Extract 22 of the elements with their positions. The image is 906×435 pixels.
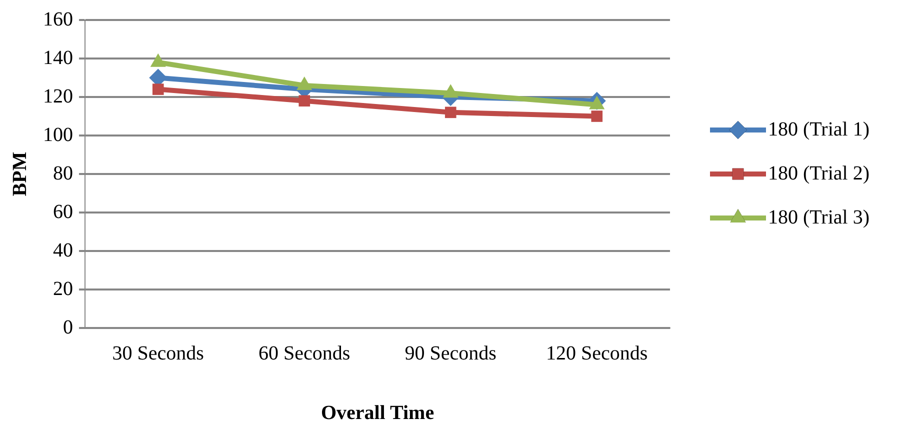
- legend-label: 180 (Trial 3): [768, 206, 870, 228]
- y-tick-label: 160: [43, 8, 73, 30]
- y-tick-label: 20: [53, 278, 73, 300]
- y-tick-label: 120: [43, 85, 73, 108]
- point: [591, 110, 603, 122]
- x-tick-label: 120 Seconds: [546, 342, 648, 364]
- point: [152, 84, 164, 95]
- y-tick-label: 80: [53, 162, 73, 184]
- x-tick-label: 30 Seconds: [112, 342, 204, 364]
- point: [444, 106, 456, 118]
- point: [298, 95, 310, 107]
- legend-label: 180 (Trial 1): [768, 118, 870, 140]
- x-tick-label: 60 Seconds: [258, 342, 350, 364]
- x-tick-label: 90 Seconds: [404, 342, 497, 364]
- y-tick-label: 140: [43, 46, 73, 69]
- y-tick-label: 40: [53, 239, 73, 262]
- y-tick-label: 60: [53, 200, 73, 223]
- legend-label: 180 (Trial 2): [768, 162, 870, 184]
- y-tick-label: 100: [43, 124, 73, 146]
- x-axis-title: Overall Time: [320, 402, 434, 424]
- y-tick-label: 0: [63, 316, 73, 338]
- y-axis-title: BPM: [9, 152, 32, 196]
